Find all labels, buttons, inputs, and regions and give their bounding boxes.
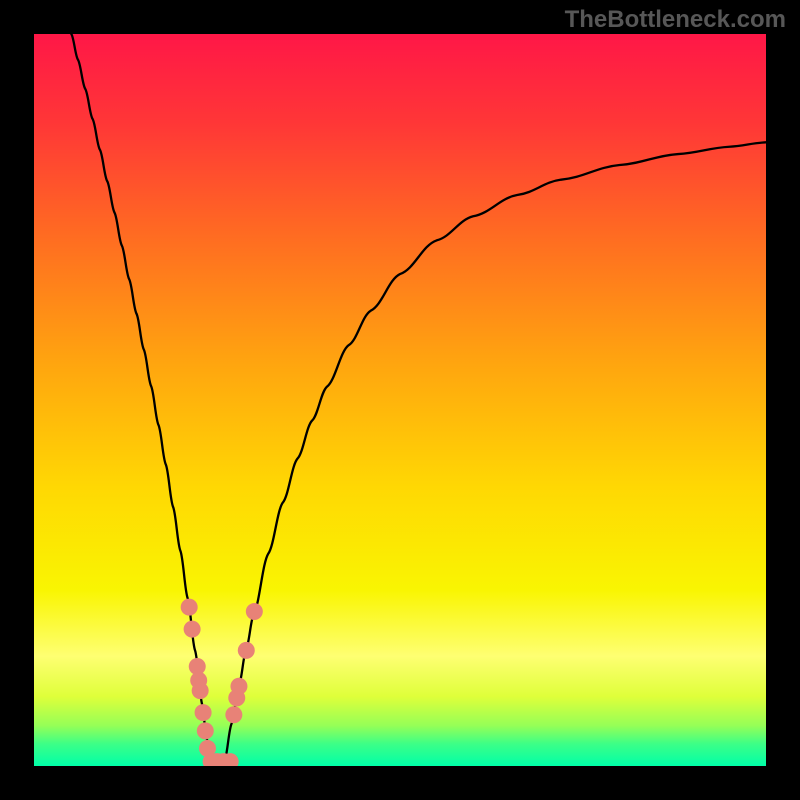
data-marker bbox=[184, 621, 201, 638]
data-marker bbox=[181, 599, 198, 616]
data-marker bbox=[195, 704, 212, 721]
watermark-text: TheBottleneck.com bbox=[565, 6, 786, 34]
data-marker bbox=[246, 603, 263, 620]
data-marker bbox=[230, 678, 247, 695]
data-marker bbox=[192, 682, 209, 699]
data-marker bbox=[225, 706, 242, 723]
plot-area bbox=[34, 34, 766, 766]
gradient-background bbox=[34, 34, 766, 766]
data-marker bbox=[238, 642, 255, 659]
data-marker bbox=[197, 722, 214, 739]
plot-svg bbox=[34, 34, 766, 766]
chart-outer-frame: TheBottleneck.com bbox=[0, 0, 800, 800]
